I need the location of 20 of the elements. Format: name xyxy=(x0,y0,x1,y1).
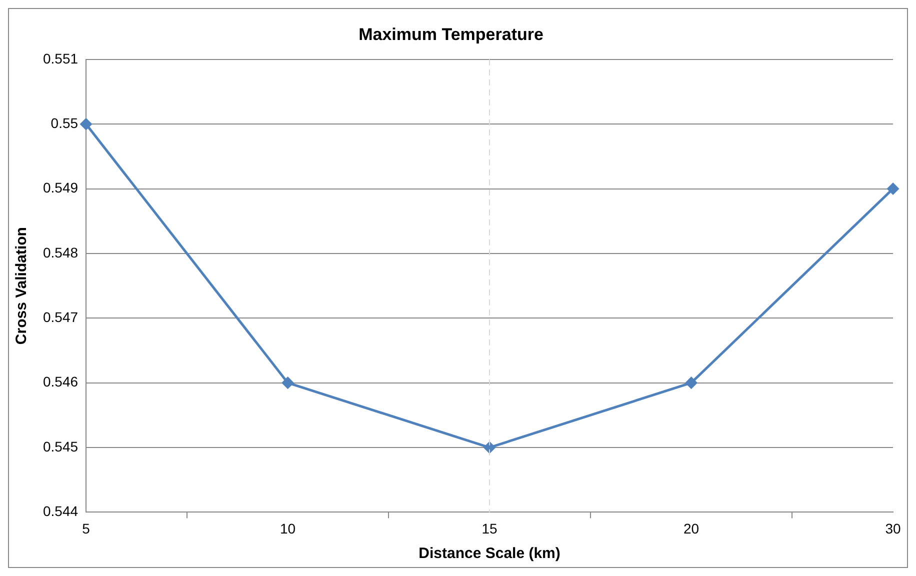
point xyxy=(686,377,698,389)
y-axis-title: Cross Validation xyxy=(13,227,30,345)
y-tick-label: 0.544 xyxy=(42,503,78,520)
point xyxy=(887,183,899,195)
point xyxy=(282,377,294,389)
x-tick-label: 5 xyxy=(82,520,90,536)
y-tick-label: 0.551 xyxy=(42,50,78,66)
x-axis-title: Distance Scale (km) xyxy=(418,545,560,562)
x-tick-label: 20 xyxy=(683,520,700,536)
y-tick-label: 0.55 xyxy=(50,114,78,131)
x-tick-label: 30 xyxy=(885,520,901,536)
y-tick-label: 0.546 xyxy=(42,374,78,390)
y-tick-label: 0.545 xyxy=(42,438,78,454)
y-tick-label: 0.549 xyxy=(42,180,78,196)
y-tick-label: 0.548 xyxy=(42,244,78,260)
point xyxy=(80,118,92,130)
x-tick-label: 15 xyxy=(482,520,498,536)
chart-title: Maximum Temperature xyxy=(358,24,544,44)
x-tick-label: 10 xyxy=(280,520,296,536)
y-tick-label: 0.547 xyxy=(42,309,78,325)
